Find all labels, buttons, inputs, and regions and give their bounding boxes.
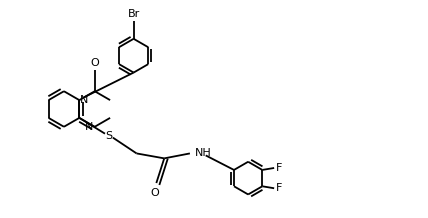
Text: F: F bbox=[276, 183, 282, 193]
Text: N: N bbox=[85, 122, 94, 132]
Text: S: S bbox=[105, 131, 113, 141]
Text: NH: NH bbox=[195, 148, 211, 158]
Text: O: O bbox=[150, 188, 159, 198]
Text: Br: Br bbox=[128, 9, 140, 19]
Text: N: N bbox=[80, 95, 89, 105]
Text: O: O bbox=[90, 58, 99, 68]
Text: F: F bbox=[276, 163, 282, 173]
